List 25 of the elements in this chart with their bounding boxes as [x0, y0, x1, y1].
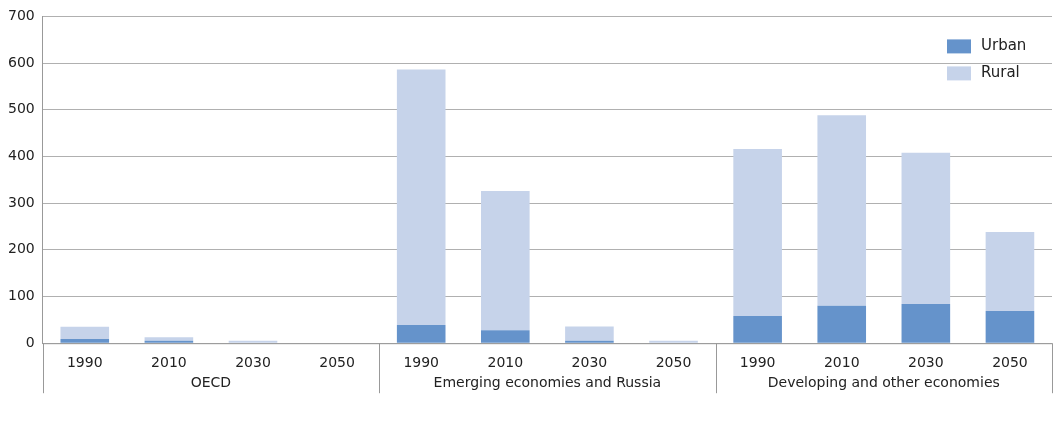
x-tick-label: 2050	[319, 354, 355, 371]
text: Developing and other economies	[767, 373, 1000, 390]
x-tick-label: 2010	[151, 354, 187, 371]
y-tick-label: 500	[7, 100, 35, 117]
y-tick-label: 300	[7, 193, 35, 210]
y-tick-label: 200	[7, 240, 35, 257]
y-tick-label: 100	[7, 287, 35, 304]
x-tick-label: 1990	[403, 354, 440, 371]
x-tick-label: 2050	[655, 354, 692, 371]
y-tick-label: 0	[25, 333, 35, 350]
x-tick-label: 2050	[992, 354, 1028, 371]
x-tick-label: 2010	[487, 354, 524, 371]
text: OECD	[190, 373, 232, 390]
x-tick-label: 2030	[571, 354, 608, 371]
x-tick-label: 2010	[823, 354, 860, 371]
y-tick-label: 400	[7, 147, 35, 164]
legend-label: Urban	[981, 36, 1027, 55]
x-tick-label: 2030	[908, 354, 944, 371]
x-tick-label: 1990	[739, 354, 776, 371]
legend-label: Rural	[981, 63, 1020, 82]
text: Emerging economies and Russia	[433, 373, 662, 390]
x-tick-label: 1990	[66, 354, 103, 371]
y-tick-label: 600	[7, 53, 35, 70]
y-tick-label: 700	[7, 7, 35, 24]
x-tick-label: 2030	[235, 354, 271, 371]
